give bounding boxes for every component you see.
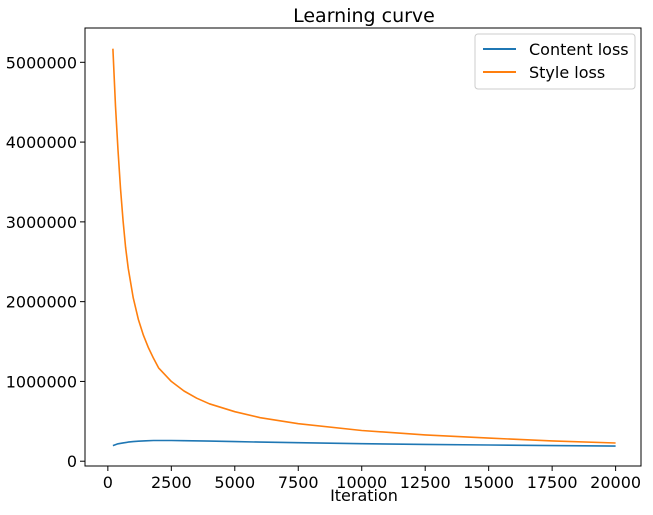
- y-tick-label: 2000000: [6, 293, 77, 312]
- x-axis-ticks: 0 2500 5000 7500 10000 12500 15000 17500 20000: [103, 466, 641, 492]
- y-axis-ticks: 0 1000000 2000000 3000000 4000000 5000000: [6, 53, 85, 471]
- y-tick-label: 3000000: [6, 213, 77, 232]
- series-line-content-loss: [112, 439, 616, 447]
- plot-frame: [84, 27, 642, 467]
- y-tick-label: 1000000: [6, 372, 77, 391]
- y-tick-label: 0: [67, 452, 77, 471]
- legend-label-content-loss: Content loss: [529, 40, 629, 59]
- x-tick-label: 17500: [527, 473, 578, 492]
- legend-label-style-loss: Style loss: [529, 63, 605, 82]
- y-tick-label: 5000000: [6, 53, 77, 72]
- x-tick-label: 10000: [336, 473, 387, 492]
- x-tick-label: 12500: [400, 473, 451, 492]
- chart-title: Learning curve: [293, 5, 435, 27]
- series-line-style-loss: [112, 48, 616, 444]
- x-tick-label: 5000: [214, 473, 255, 492]
- legend-box: [474, 33, 636, 90]
- x-tick-label: 20000: [590, 473, 641, 492]
- x-tick-label: 2500: [151, 473, 192, 492]
- x-axis-title: Iteration: [330, 486, 398, 505]
- legend: Content loss Style loss: [474, 33, 636, 90]
- x-tick-label: 7500: [278, 473, 319, 492]
- x-tick-label: 15000: [463, 473, 514, 492]
- y-tick-label: 4000000: [6, 133, 77, 152]
- x-tick-label: 0: [103, 473, 113, 492]
- series-layer: [112, 48, 616, 447]
